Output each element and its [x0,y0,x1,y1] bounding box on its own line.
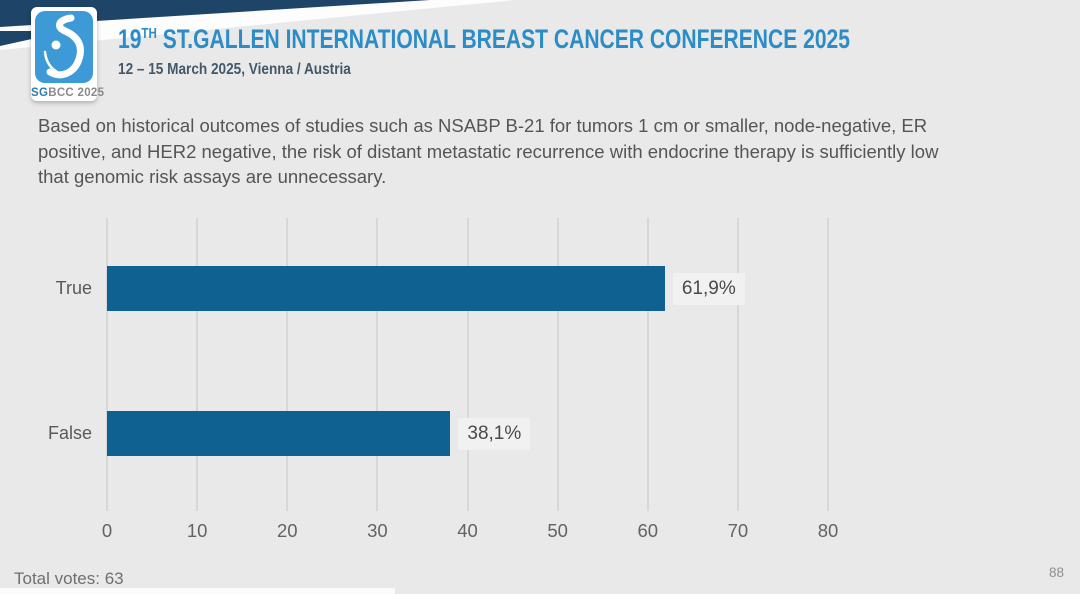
slide-page-number: 88 [1048,565,1064,580]
category-label-false: False [47,422,92,443]
sgbcc-logo: SGBCC 2025 [31,7,105,101]
bottom-highlight-strip [0,588,395,594]
x-tick-label-50: 50 [547,520,568,541]
conference-subtitle: 12 – 15 March 2025, Vienna / Austria [118,61,351,78]
gridline-70 [736,218,739,511]
sgbcc-logo-text: SGBCC 2025 [31,87,105,99]
conference-title: 19TH ST.GALLEN INTERNATIONAL BREAST CANC… [118,24,850,54]
value-label-true: 61,9% [672,272,745,305]
x-tick-label-40: 40 [457,520,478,541]
breast-glyph-icon [43,14,84,79]
x-tick-label-60: 60 [637,520,659,541]
x-tick-label-10: 10 [186,520,208,541]
bar-false [107,411,451,456]
x-tick-label-70: 70 [727,520,749,541]
gridline-40 [466,218,469,511]
sgbcc-logo-square [35,11,93,83]
value-label-false: 38,1% [458,417,531,450]
gridline-20 [286,218,289,511]
x-tick-label-0: 0 [101,520,113,541]
bar-true [107,266,665,311]
poll-question-text: Based on historical outcomes of studies … [38,115,939,188]
x-tick-label-20: 20 [276,520,298,541]
gridline-30 [376,218,379,511]
total-votes-label: Total votes: 63 [14,569,124,588]
category-label-true: True [55,277,92,298]
gridline-80 [827,218,829,511]
gridline-0 [106,218,108,511]
gridline-50 [556,218,559,511]
gridline-60 [646,218,649,511]
x-tick-label-30: 30 [367,520,388,541]
x-tick-label-80: 80 [817,520,839,541]
gridline-10 [196,218,199,511]
